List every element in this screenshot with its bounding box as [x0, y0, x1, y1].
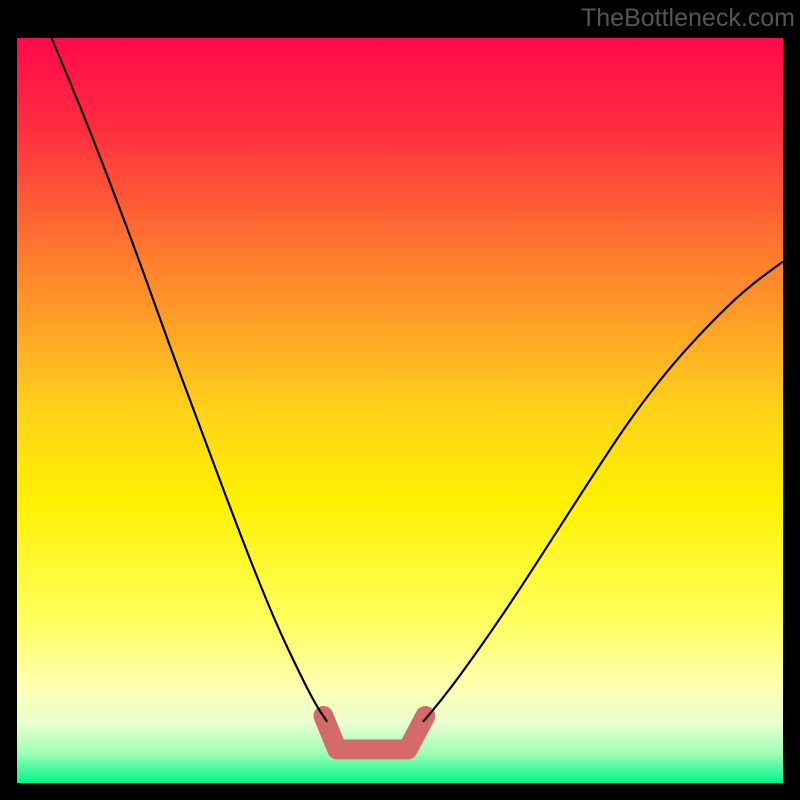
valley-marker	[323, 716, 425, 750]
curve-layer	[17, 38, 783, 783]
chart-container: TheBottleneck.com	[0, 0, 800, 800]
curve-left	[51, 38, 327, 722]
plot-area	[15, 36, 785, 785]
curve-right	[423, 262, 783, 722]
watermark-text: TheBottleneck.com	[581, 4, 795, 33]
